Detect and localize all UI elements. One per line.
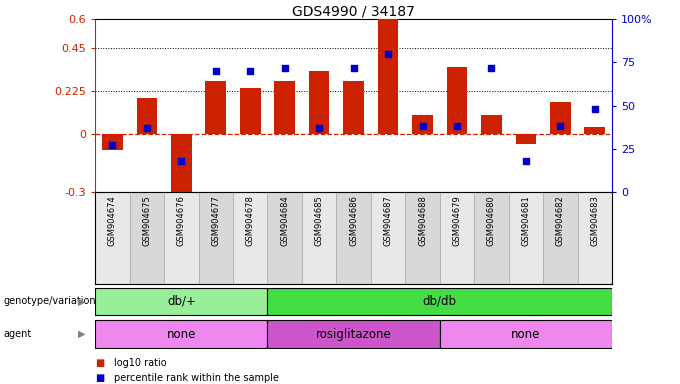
- Text: GSM904681: GSM904681: [522, 195, 530, 245]
- Point: [245, 68, 256, 74]
- Bar: [543, 192, 577, 284]
- Text: db/+: db/+: [167, 295, 196, 308]
- Text: ▶: ▶: [78, 329, 86, 339]
- Text: GSM904676: GSM904676: [177, 195, 186, 246]
- Bar: [102, 134, 123, 150]
- Bar: [337, 192, 371, 284]
- Title: GDS4990 / 34187: GDS4990 / 34187: [292, 4, 415, 18]
- Text: log10 ratio: log10 ratio: [114, 358, 167, 368]
- Bar: [137, 98, 157, 134]
- Bar: [199, 192, 233, 284]
- Bar: [95, 320, 267, 348]
- Bar: [240, 88, 260, 134]
- Bar: [267, 192, 302, 284]
- Bar: [584, 127, 605, 134]
- Bar: [577, 192, 612, 284]
- Text: ■: ■: [95, 373, 105, 383]
- Point: [313, 125, 324, 131]
- Bar: [95, 288, 267, 315]
- Bar: [515, 134, 537, 144]
- Text: GSM904680: GSM904680: [487, 195, 496, 245]
- Bar: [440, 192, 474, 284]
- Text: GSM904678: GSM904678: [245, 195, 255, 246]
- Bar: [267, 288, 612, 315]
- Bar: [550, 102, 571, 134]
- Text: percentile rank within the sample: percentile rank within the sample: [114, 373, 279, 383]
- Text: GSM904683: GSM904683: [590, 195, 599, 246]
- Text: GSM904679: GSM904679: [452, 195, 462, 245]
- Text: GSM904677: GSM904677: [211, 195, 220, 246]
- Bar: [274, 81, 295, 134]
- Bar: [412, 115, 433, 134]
- Point: [520, 158, 531, 164]
- Bar: [164, 192, 199, 284]
- Text: none: none: [511, 328, 541, 341]
- Bar: [474, 192, 509, 284]
- Bar: [371, 192, 405, 284]
- Point: [210, 68, 221, 74]
- Point: [555, 123, 566, 129]
- Text: genotype/variation: genotype/variation: [3, 296, 96, 306]
- Text: GSM904686: GSM904686: [349, 195, 358, 246]
- Bar: [205, 81, 226, 134]
- Bar: [405, 192, 440, 284]
- Text: none: none: [167, 328, 196, 341]
- Text: GSM904682: GSM904682: [556, 195, 565, 245]
- Point: [107, 142, 118, 149]
- Point: [383, 51, 394, 57]
- Text: rosiglitazone: rosiglitazone: [316, 328, 392, 341]
- Point: [590, 106, 600, 112]
- Bar: [481, 115, 502, 134]
- Text: GSM904687: GSM904687: [384, 195, 392, 246]
- Text: GSM904688: GSM904688: [418, 195, 427, 246]
- Text: GSM904685: GSM904685: [315, 195, 324, 245]
- Text: GSM904675: GSM904675: [142, 195, 152, 245]
- Bar: [377, 19, 398, 134]
- Text: db/db: db/db: [423, 295, 457, 308]
- Point: [176, 158, 187, 164]
- Point: [141, 125, 152, 131]
- Point: [486, 65, 497, 71]
- Text: ▶: ▶: [78, 296, 86, 306]
- Bar: [95, 192, 130, 284]
- Text: GSM904674: GSM904674: [108, 195, 117, 245]
- Bar: [509, 192, 543, 284]
- Bar: [302, 192, 337, 284]
- Text: agent: agent: [3, 329, 32, 339]
- Bar: [447, 67, 467, 134]
- Point: [279, 65, 290, 71]
- Text: GSM904684: GSM904684: [280, 195, 289, 245]
- Point: [348, 65, 359, 71]
- Text: ■: ■: [95, 358, 105, 368]
- Bar: [233, 192, 267, 284]
- Bar: [309, 71, 330, 134]
- Bar: [343, 81, 364, 134]
- Point: [452, 123, 462, 129]
- Bar: [440, 320, 612, 348]
- Bar: [171, 134, 192, 196]
- Point: [417, 123, 428, 129]
- Bar: [267, 320, 440, 348]
- Bar: [130, 192, 164, 284]
